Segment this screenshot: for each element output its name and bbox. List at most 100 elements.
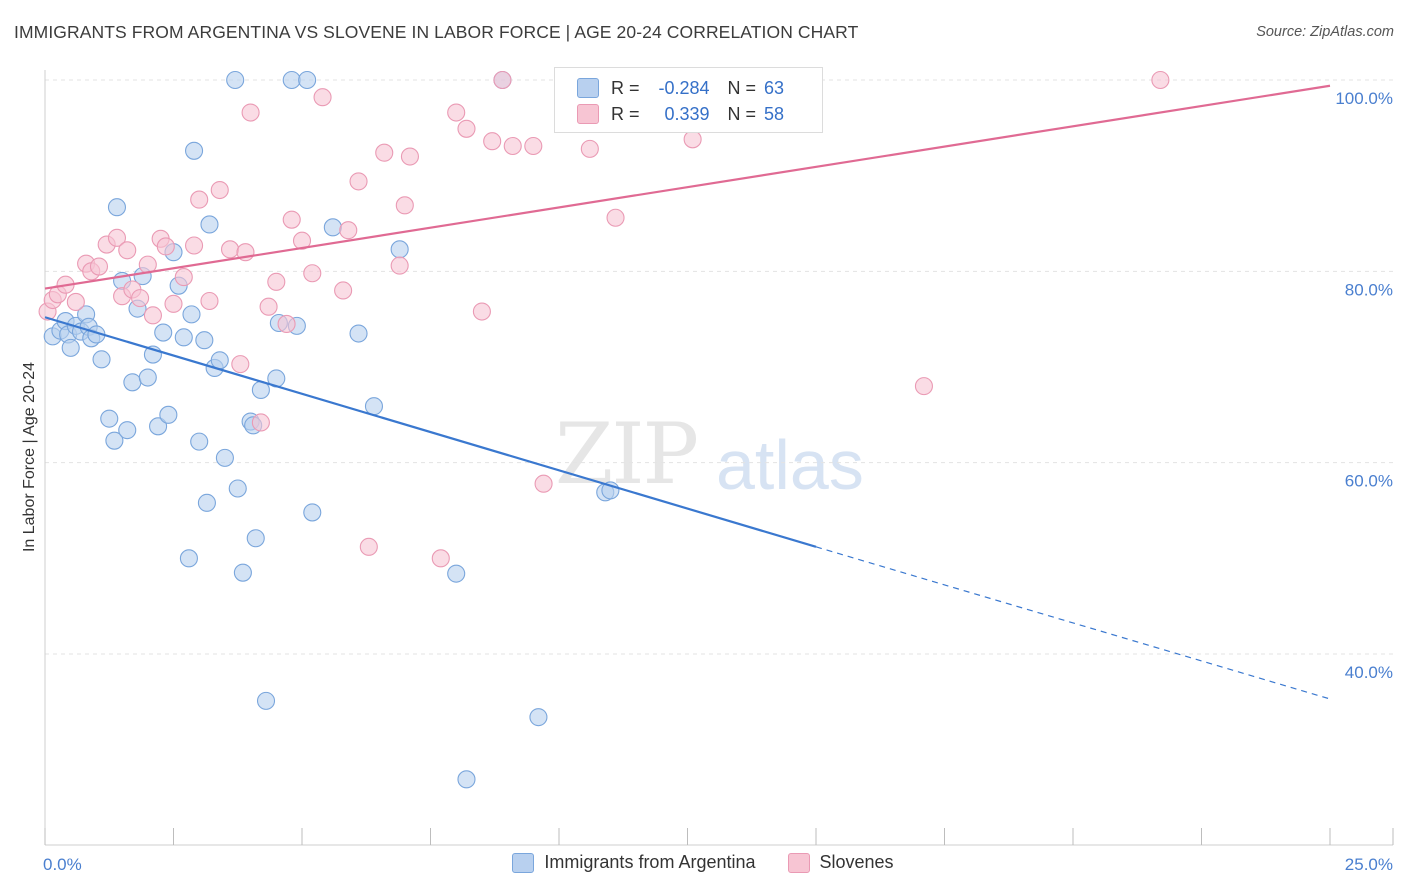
point-slovene — [251, 413, 270, 432]
point-slovene — [200, 291, 219, 311]
x-tick-label-end: 25.0% — [1345, 855, 1393, 874]
point-slovene — [282, 210, 301, 229]
point-slovene — [359, 537, 378, 556]
point-argentina — [149, 417, 168, 436]
point-slovene — [231, 355, 250, 374]
legend-row-argentina: R = -0.284 N = 63 — [577, 76, 784, 100]
legend-label-slovenes: Slovenes — [819, 852, 894, 872]
point-slovene — [313, 88, 332, 107]
point-slovene — [390, 256, 409, 275]
point-argentina — [123, 373, 142, 392]
point-slovene — [277, 314, 296, 334]
point-slovene — [483, 132, 502, 151]
point-argentina — [174, 328, 193, 347]
point-slovene — [472, 302, 491, 321]
point-argentina — [246, 529, 265, 548]
point-argentina — [190, 432, 209, 451]
point-argentina — [105, 431, 124, 450]
point-slovene — [303, 264, 322, 283]
point-slovene — [580, 139, 599, 158]
point-slovene — [606, 208, 625, 227]
point-argentina — [179, 549, 198, 568]
series-legend: Immigrants from Argentina Slovenes — [0, 852, 1406, 873]
y-axis-label: In Labor Force | Age 20-24 — [21, 362, 38, 552]
legend-n-label: N = — [727, 77, 757, 98]
legend-swatch-blue — [512, 852, 535, 873]
x-tick-label-start: 0.0% — [43, 855, 82, 874]
point-slovene — [349, 172, 368, 191]
point-argentina — [447, 564, 466, 583]
watermark-atlas: atlas — [716, 426, 864, 504]
point-argentina — [100, 409, 119, 428]
point-argentina — [182, 305, 201, 324]
legend-r-value: -0.284 — [658, 77, 710, 98]
legend-swatch-blue — [577, 78, 599, 98]
watermark-zip: ZIP — [555, 405, 699, 503]
point-argentina — [210, 351, 229, 370]
legend-item-slovenes: Slovenes — [787, 852, 894, 873]
point-argentina — [390, 240, 409, 259]
legend-swatch-pink — [787, 852, 810, 873]
y-tick-label: 60.0% — [1345, 472, 1393, 491]
point-slovene — [503, 136, 522, 156]
point-argentina — [529, 708, 548, 727]
y-tick-label: 80.0% — [1345, 280, 1393, 299]
point-slovene — [220, 240, 240, 259]
point-slovene — [190, 190, 209, 209]
point-slovene — [683, 130, 702, 149]
source-credit: Source: ZipAtlas.com — [1256, 24, 1394, 40]
legend-r-value: 0.339 — [664, 103, 710, 124]
legend-n-label: N = — [727, 103, 757, 124]
point-slovene — [185, 236, 204, 255]
point-argentina — [118, 421, 137, 440]
point-argentina — [364, 397, 384, 416]
point-slovene — [339, 221, 358, 240]
y-tick-label: 40.0% — [1345, 663, 1393, 682]
point-slovene — [66, 292, 85, 311]
point-argentina — [457, 770, 476, 789]
point-slovene — [524, 136, 543, 156]
legend-item-argentina: Immigrants from Argentina — [512, 852, 756, 873]
point-argentina — [92, 350, 111, 369]
point-slovene — [534, 474, 553, 493]
point-slovene — [156, 237, 175, 256]
point-slovene — [375, 143, 394, 162]
point-argentina — [349, 324, 368, 343]
point-argentina — [107, 198, 127, 217]
stats-legend: R = -0.284 N = 63 R = 0.339 N = 58 — [554, 67, 823, 133]
point-slovene — [164, 294, 183, 313]
point-argentina — [228, 479, 247, 498]
point-slovene — [431, 549, 450, 568]
point-argentina — [159, 405, 178, 424]
point-argentina — [138, 368, 157, 387]
point-slovene — [107, 228, 127, 247]
trend-lines — [44, 84, 1331, 700]
tick-labels: 40.0% 60.0% 80.0% 100.0% 0.0% 25.0% In Labor F… — [21, 89, 1393, 874]
point-argentina — [200, 215, 219, 234]
point-slovene — [400, 147, 419, 166]
legend-label-argentina: Immigrants from Argentina — [544, 852, 756, 872]
point-argentina — [215, 448, 234, 467]
point-argentina — [303, 503, 322, 522]
legend-r-label: R = — [611, 77, 640, 98]
point-slovene — [174, 268, 193, 287]
point-argentina — [256, 691, 276, 710]
point-slovene — [457, 119, 476, 138]
chart-title: IMMIGRANTS FROM ARGENTINA VS SLOVENE IN … — [14, 22, 859, 42]
legend-n-value: 63 — [764, 77, 785, 98]
trend-line-argentina — [44, 316, 817, 548]
point-slovene — [447, 103, 466, 122]
point-slovene — [395, 196, 414, 215]
trend-line-argentina-projection — [815, 546, 1331, 700]
point-slovene — [1151, 70, 1170, 90]
point-slovene — [131, 289, 150, 308]
point-argentina — [195, 331, 214, 350]
point-slovene — [493, 70, 512, 90]
point-slovene — [292, 231, 312, 250]
axes — [44, 70, 1394, 846]
point-argentina — [197, 493, 216, 512]
point-slovene — [267, 272, 286, 291]
point-slovene — [259, 297, 278, 316]
point-argentina — [154, 323, 173, 342]
